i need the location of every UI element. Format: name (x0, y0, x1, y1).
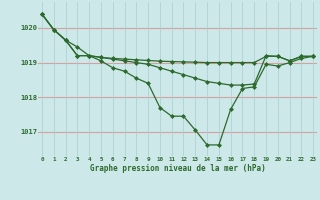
X-axis label: Graphe pression niveau de la mer (hPa): Graphe pression niveau de la mer (hPa) (90, 164, 266, 173)
